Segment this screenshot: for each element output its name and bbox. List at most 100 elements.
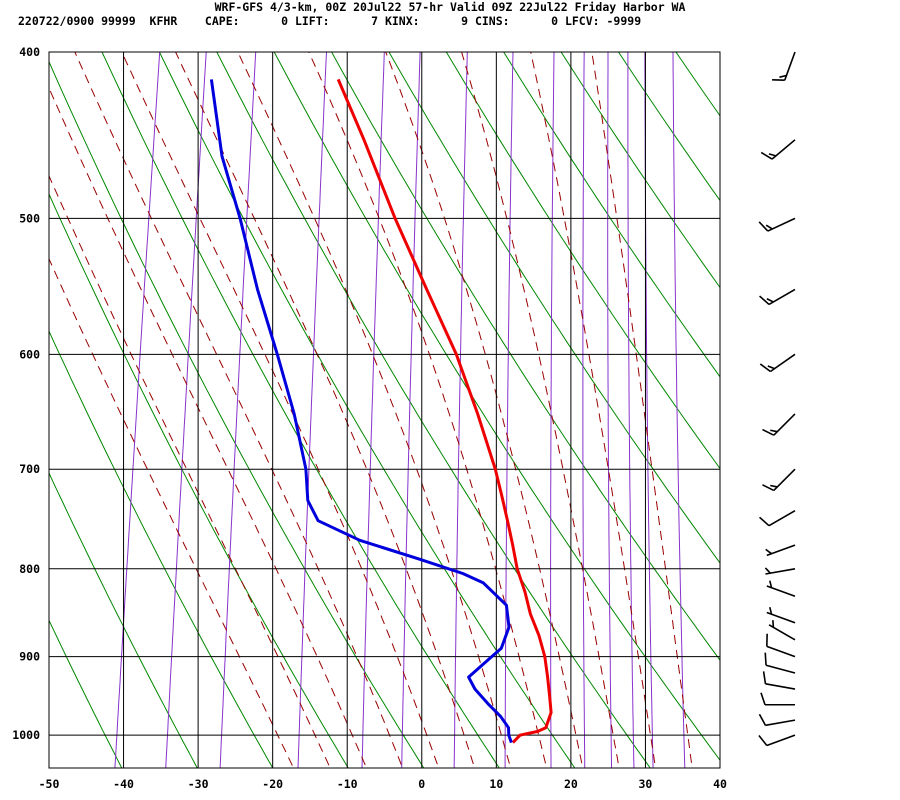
wind-barb-flag bbox=[769, 580, 773, 588]
wind-barb bbox=[762, 413, 796, 436]
dry-adiabat-line bbox=[388, 52, 720, 564]
wind-barb-flag bbox=[762, 671, 767, 684]
dry-adiabat-line bbox=[49, 619, 123, 768]
wind-barb-staff bbox=[766, 645, 796, 658]
mixing-ratio-line bbox=[401, 52, 421, 768]
dry-adiabat-line bbox=[216, 52, 651, 768]
wind-barb-staff bbox=[767, 217, 796, 232]
wind-barb-flag bbox=[759, 363, 771, 373]
dry-adiabat-line bbox=[49, 471, 198, 768]
temperature-tick-label: -10 bbox=[337, 777, 358, 791]
pressure-tick-label: 1000 bbox=[12, 728, 40, 742]
pressure-tick-label: 800 bbox=[19, 562, 40, 576]
mixing-ratio-line bbox=[361, 52, 385, 768]
dry-adiabat-line bbox=[675, 52, 720, 117]
moist-adiabat-line bbox=[74, 52, 404, 768]
wind-barb-flag bbox=[758, 221, 769, 232]
wind-barb-flag bbox=[759, 295, 770, 306]
wind-barb-flag bbox=[770, 429, 778, 433]
temperature-tick-label: 40 bbox=[713, 777, 727, 791]
moist-adiabat-line bbox=[591, 52, 693, 768]
chart-title: WRF-GFS 4/3-km, 00Z 20Jul22 57-hr Valid … bbox=[214, 0, 686, 14]
wind-barb-flag bbox=[767, 365, 775, 370]
temperature-tick-label: 10 bbox=[489, 777, 503, 791]
moist-adiabat-line bbox=[308, 52, 548, 768]
wind-barb bbox=[759, 353, 796, 373]
sounding-traces bbox=[209, 78, 553, 744]
dry-adiabat-line bbox=[49, 192, 349, 768]
wind-barb-flag bbox=[762, 428, 775, 436]
mixing-ratio-line bbox=[165, 52, 207, 768]
wind-barb bbox=[765, 544, 796, 557]
dry-adiabat-line bbox=[158, 52, 576, 768]
wind-barb-staff bbox=[765, 664, 796, 674]
mixing-ratio-line bbox=[644, 52, 654, 768]
wind-barb bbox=[758, 217, 796, 232]
temperature-tick-label: 20 bbox=[564, 777, 578, 791]
mixing-ratio-line bbox=[672, 52, 686, 768]
temperature-profile-line bbox=[336, 78, 553, 744]
moist-adiabat-line bbox=[237, 52, 512, 768]
mixing-ratio-line bbox=[453, 52, 468, 768]
wind-barb bbox=[760, 139, 796, 160]
chart-grid bbox=[48, 51, 721, 769]
dry-adiabat-line bbox=[49, 329, 274, 768]
pressure-tick-label: 900 bbox=[19, 650, 40, 664]
wind-barb bbox=[758, 734, 796, 747]
wind-barb-flag bbox=[760, 692, 766, 705]
wind-barb-flag bbox=[770, 484, 778, 488]
moist-adiabat-line bbox=[461, 52, 620, 768]
wind-barb-flag bbox=[768, 153, 777, 157]
wind-barb-flag bbox=[769, 606, 773, 615]
wind-barb-flag bbox=[765, 224, 773, 230]
temperature-tick-label: -40 bbox=[113, 777, 134, 791]
adiabat-lines bbox=[49, 14, 900, 793]
wind-barb-staff bbox=[766, 734, 796, 747]
wind-barb-flag bbox=[765, 548, 772, 555]
temperature-tick-label: 30 bbox=[639, 777, 653, 791]
wind-barb-flag bbox=[760, 151, 773, 160]
wind-barb-flag bbox=[764, 652, 767, 666]
wind-barb-staff bbox=[765, 719, 796, 727]
dry-adiabat-line bbox=[820, 14, 900, 793]
dry-adiabat-line bbox=[101, 52, 500, 768]
wind-barb bbox=[766, 580, 796, 598]
pressure-tick-label: 400 bbox=[19, 45, 40, 59]
wind-barb bbox=[762, 468, 796, 492]
dry-adiabat-line bbox=[49, 60, 425, 768]
dry-adiabat-line bbox=[273, 52, 720, 762]
wind-barb bbox=[758, 713, 796, 727]
dry-adiabat-line bbox=[445, 52, 720, 470]
dry-adiabat-line bbox=[503, 52, 720, 378]
wind-barb bbox=[764, 567, 796, 575]
pressure-tick-label: 600 bbox=[19, 347, 40, 361]
mixing-ratio-line bbox=[582, 52, 586, 768]
wind-barb-staff bbox=[765, 683, 796, 690]
wind-barb bbox=[772, 51, 796, 81]
pressure-tick-label: 500 bbox=[19, 211, 40, 225]
dry-adiabat-line bbox=[331, 52, 720, 661]
dry-adiabat-line bbox=[876, 14, 900, 793]
mixing-ratio-line bbox=[219, 52, 257, 768]
wind-barb-flag bbox=[764, 567, 771, 574]
wind-barbs bbox=[758, 51, 796, 747]
mixing-ratio-line bbox=[607, 52, 613, 768]
temperature-tick-label: 0 bbox=[418, 777, 425, 791]
mixing-ratio-line bbox=[627, 52, 635, 768]
moist-adiabat-line bbox=[121, 52, 440, 768]
plot-frame bbox=[48, 51, 721, 769]
wind-barb bbox=[762, 671, 796, 690]
wind-barb bbox=[760, 692, 795, 706]
wind-barb bbox=[766, 606, 796, 624]
wind-barb bbox=[759, 288, 796, 306]
dry-adiabat-line bbox=[707, 14, 900, 793]
temperature-tick-label: -30 bbox=[188, 777, 209, 791]
stability-indices-line: 220722/0900 99999 KFHR CAPE: 0 LIFT: 7 K… bbox=[18, 14, 642, 28]
wind-barb-flag bbox=[759, 516, 770, 527]
wind-barb-flag bbox=[766, 298, 774, 303]
wind-barb bbox=[764, 652, 796, 674]
moist-adiabat-line bbox=[49, 174, 331, 768]
dry-adiabat-line bbox=[560, 52, 720, 289]
wind-barb bbox=[766, 633, 796, 658]
